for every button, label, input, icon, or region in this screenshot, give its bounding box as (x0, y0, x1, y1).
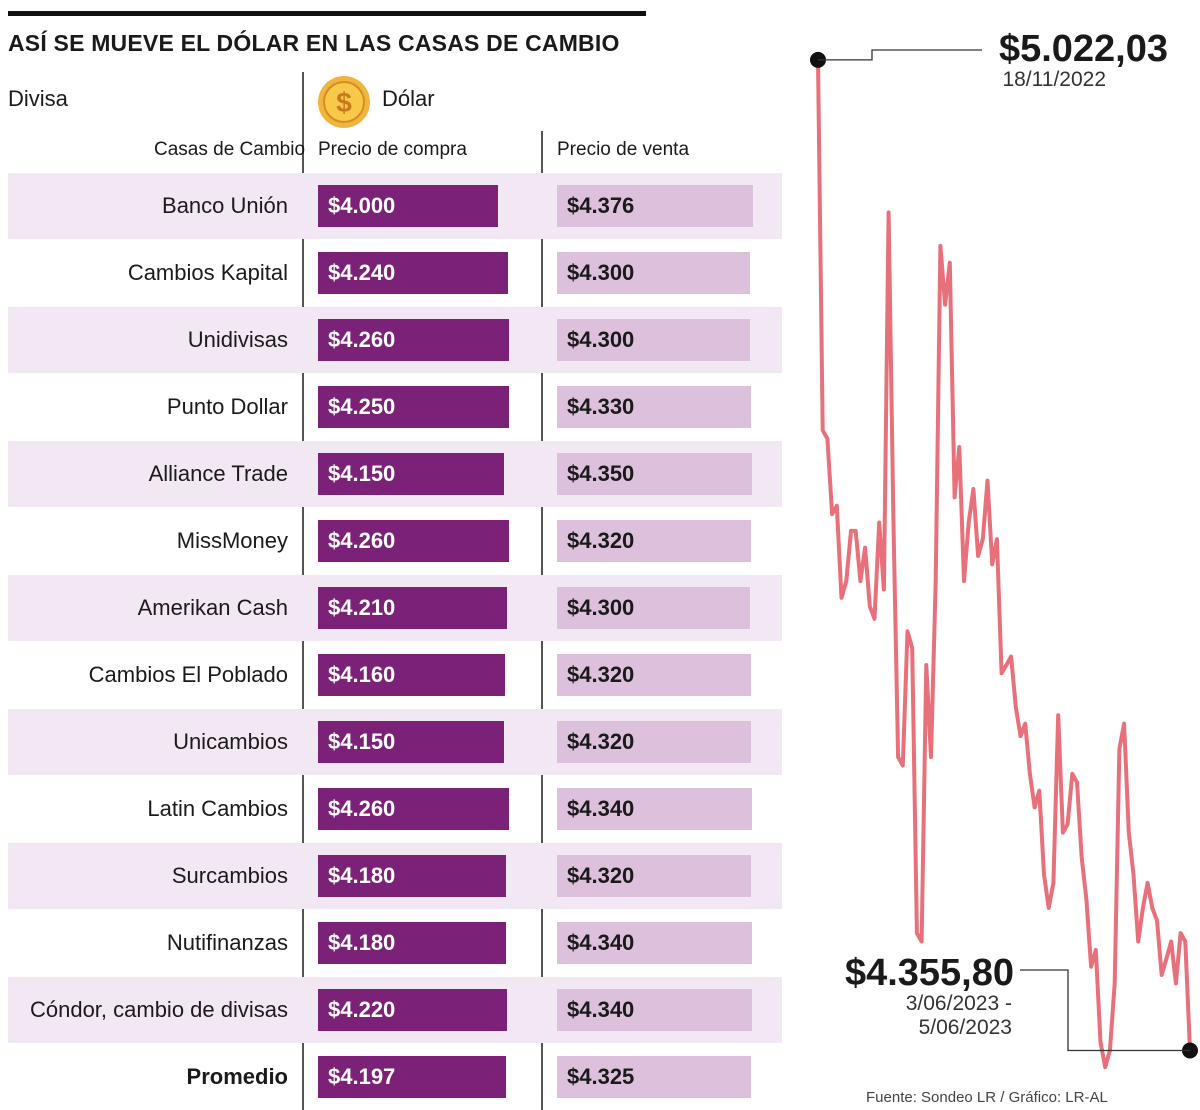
house-name: Unidivisas (187, 327, 288, 352)
dollar-series-line (816, 59, 1192, 1070)
last-leader-line (1020, 969, 1190, 1052)
header-buy: Precio de compra (318, 139, 467, 160)
sell-price-bar: $4.300 (557, 587, 750, 629)
house-name: Amerikan Cash (137, 595, 288, 620)
sell-price-bar: $4.325 (557, 1056, 751, 1098)
sell-price-bar: $4.330 (557, 386, 752, 428)
house-name: Promedio (186, 1064, 288, 1089)
sell-price-bar: $4.300 (557, 252, 750, 294)
house-name: Nutifinanzas (166, 930, 288, 955)
buy-price-bar: $4.180 (318, 855, 506, 897)
buy-price-bar: $4.000 (318, 185, 498, 227)
peak-leader-line (818, 49, 982, 61)
title-rule (8, 11, 646, 16)
house-name: Unicambios (173, 729, 288, 754)
buy-price-bar: $4.260 (318, 319, 509, 361)
house-name: Punto Dollar (166, 394, 288, 419)
buy-price-bar: $4.160 (318, 654, 505, 696)
sell-price-bar: $4.320 (557, 721, 751, 763)
house-name: MissMoney (176, 528, 288, 553)
house-name: Alliance Trade (148, 461, 288, 486)
sell-price-bar: $4.340 (557, 922, 752, 964)
currency-name: Dólar (382, 86, 435, 111)
sell-price-bar: $4.320 (557, 520, 751, 562)
buy-price-bar: $4.250 (318, 386, 509, 428)
svg-text:$: $ (336, 87, 352, 118)
sell-price-bar: $4.320 (557, 855, 751, 897)
buy-price-bar: $4.260 (318, 788, 509, 830)
sell-price-bar: $4.300 (557, 319, 750, 361)
header-houses: Casas de Cambio (154, 139, 306, 160)
source-note: Fuente: Sondeo LR / Gráfico: LR-AL (866, 1089, 1108, 1106)
buy-price-bar: $4.240 (318, 252, 509, 294)
house-name: Latin Cambios (147, 796, 288, 821)
house-name: Cambios El Poblado (88, 662, 288, 687)
sell-price-bar: $4.376 (557, 185, 753, 227)
peak-date-label: 18/11/2022 (1002, 68, 1106, 91)
peak-value-label: $5.022,03 (998, 28, 1168, 70)
last-value-label: $4.355,80 (844, 952, 1014, 994)
currency-label: Divisa (8, 86, 68, 111)
sell-price-bar: $4.340 (557, 788, 752, 830)
header-sell: Precio de venta (557, 139, 690, 160)
buy-price-bar: $4.260 (318, 520, 509, 562)
house-name: Cóndor, cambio de divisas (29, 997, 288, 1022)
page-title: ASÍ SE MUEVE EL DÓLAR EN LAS CASAS DE CA… (8, 30, 620, 56)
buy-price-bar: $4.150 (318, 721, 505, 763)
sell-price-bar: $4.340 (557, 989, 752, 1031)
house-name: Cambios Kapital (127, 260, 288, 285)
buy-price-bar: $4.180 (318, 922, 506, 964)
dollar-coin-icon: $ (318, 76, 370, 128)
buy-price-bar: $4.150 (318, 453, 505, 495)
sell-price-bar: $4.350 (557, 453, 752, 495)
buy-price-bar: $4.210 (318, 587, 507, 629)
last-date-label: 3/06/2023 - 5/06/2023 (905, 992, 1012, 1039)
buy-price-bar: $4.220 (318, 989, 508, 1031)
buy-price-bar: $4.197 (318, 1056, 507, 1098)
house-name: Banco Unión (162, 193, 288, 218)
house-name: Surcambios (171, 863, 288, 888)
sell-price-bar: $4.320 (557, 654, 751, 696)
